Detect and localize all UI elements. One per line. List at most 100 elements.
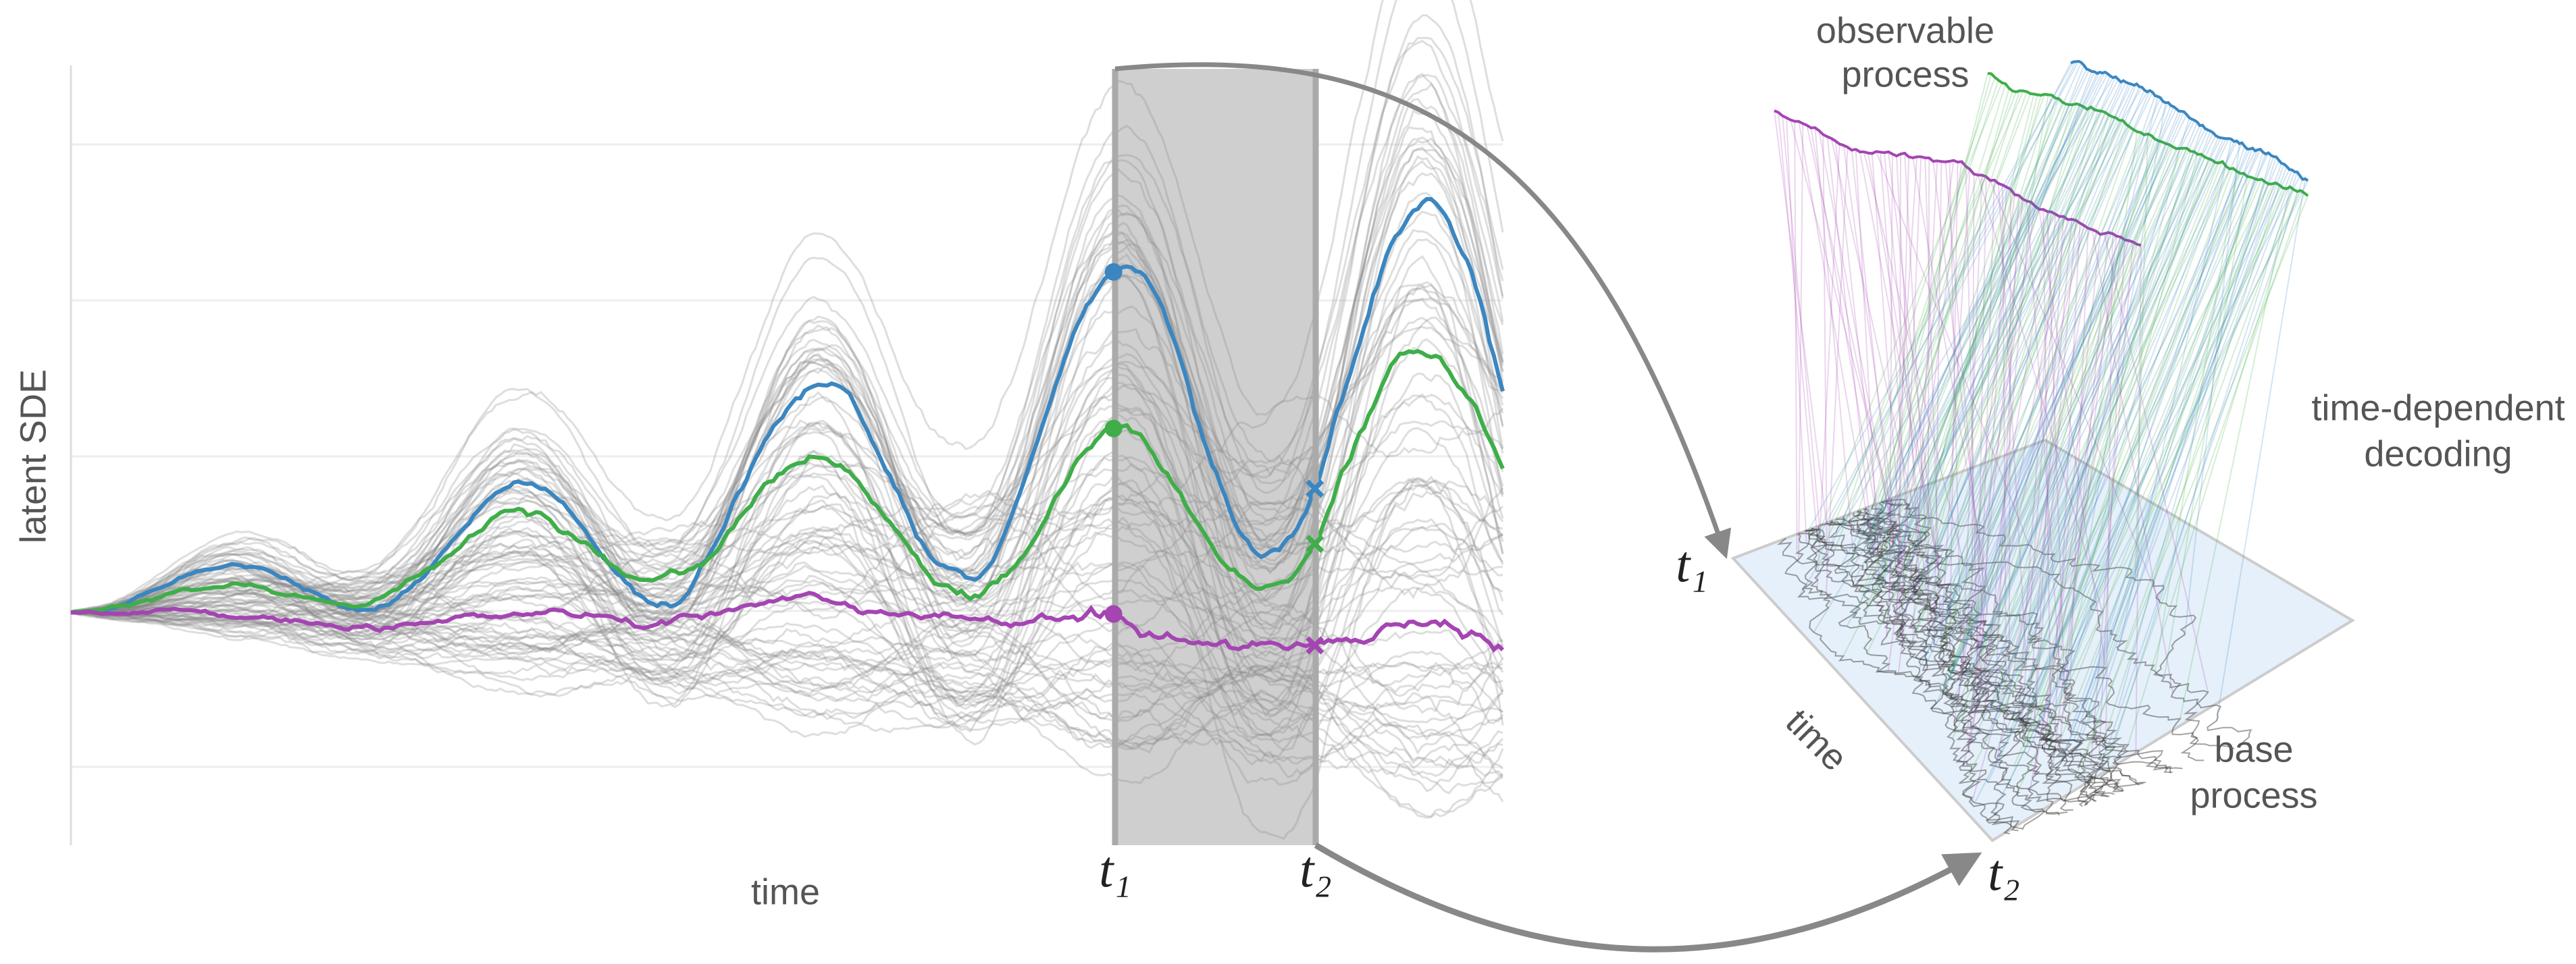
- thread: [1964, 111, 2180, 630]
- thread: [1870, 83, 2007, 526]
- thread: [1911, 161, 1938, 646]
- base-path: [1776, 537, 2115, 795]
- thread: [1986, 122, 2198, 650]
- sample-path: [70, 136, 1504, 614]
- thread: [1813, 82, 2003, 544]
- base-path: [1811, 528, 2146, 784]
- thread: [1931, 97, 2057, 556]
- thread: [1794, 121, 1798, 554]
- sample-path: [70, 480, 1504, 620]
- thread: [1878, 82, 2127, 586]
- arrow-top: [1114, 62, 1732, 559]
- thread: [1926, 119, 2193, 663]
- base-path: [1809, 526, 2047, 830]
- sample-path: [70, 395, 1504, 614]
- thread: [1859, 151, 1938, 564]
- base-path: [1876, 502, 2124, 792]
- thread: [1841, 77, 1996, 524]
- thread: [1806, 61, 2074, 534]
- thread: [1883, 109, 2095, 619]
- thread: [1813, 86, 2143, 633]
- thread: [1940, 102, 2169, 623]
- sample-path: [70, 0, 1504, 614]
- sample-path: [70, 474, 1504, 840]
- thread: [1877, 81, 2121, 577]
- thread: [1877, 84, 2132, 593]
- thread: [1924, 157, 1941, 623]
- thread: [2026, 160, 2280, 755]
- thread: [1798, 121, 1870, 529]
- thread: [1786, 117, 1807, 543]
- thread: [1947, 116, 2113, 614]
- base-plane: [1730, 438, 2355, 842]
- thread: [1798, 77, 2114, 597]
- thread: [1940, 105, 2081, 581]
- thread: [1924, 114, 2188, 658]
- sample-path: [70, 394, 1504, 623]
- thread: [1998, 151, 2195, 683]
- thread: [1951, 141, 2163, 666]
- thread: [2105, 192, 2305, 763]
- thread: [1995, 180, 2309, 808]
- thread: [2046, 180, 2259, 735]
- thread: [1924, 95, 2038, 540]
- sample-path: [70, 192, 1504, 712]
- thread: [1918, 104, 2074, 581]
- thread: [1810, 128, 1881, 538]
- thread: [1962, 225, 2085, 766]
- thread: [2134, 134, 2148, 581]
- thread: [1889, 88, 2010, 521]
- thread: [1861, 101, 2063, 592]
- thread: [1863, 151, 1963, 558]
- thread: [1880, 94, 2046, 566]
- thread: [1843, 145, 1902, 562]
- base-path: [1797, 533, 2020, 832]
- thread: [1863, 72, 2101, 551]
- thread: [2061, 169, 2293, 761]
- thread: [2036, 151, 2192, 666]
- thread: [2063, 146, 2246, 691]
- thread: [1997, 159, 2213, 703]
- thread: [1921, 71, 2093, 519]
- base-path: [1805, 528, 2060, 816]
- sample-path: [70, 475, 1504, 716]
- sample-path: [70, 516, 1503, 645]
- thread: [1901, 92, 2153, 615]
- sample-path: [70, 611, 1503, 770]
- sample-path: [70, 611, 1504, 803]
- base-path: [1856, 510, 2030, 830]
- observable-label: observable: [1816, 10, 1994, 51]
- highlight-path: [71, 196, 1505, 614]
- sample-path: [70, 518, 1504, 752]
- thread: [2082, 152, 2264, 708]
- sample-path: [70, 319, 1504, 718]
- sample-path: [70, 598, 1504, 770]
- thread: [2184, 143, 2240, 635]
- thread: [1971, 173, 1975, 658]
- thread: [1843, 117, 2117, 657]
- thread: [1939, 132, 2142, 649]
- thread: [2003, 138, 2156, 637]
- thread: [1904, 153, 1931, 608]
- thread: [2033, 220, 2077, 730]
- thread: [2098, 240, 2126, 753]
- thread: [1866, 120, 2124, 654]
- thread: [2076, 163, 2285, 743]
- thread: [1951, 111, 2185, 644]
- thread: [1853, 107, 2085, 618]
- arrow-bottom: [1314, 842, 1982, 953]
- observable-path: [1987, 72, 2309, 197]
- thread: [1994, 195, 2019, 691]
- base-path: [1828, 519, 2110, 797]
- thread: [1855, 149, 1880, 579]
- sample-path: [70, 72, 1504, 633]
- sample-path: [70, 612, 1503, 819]
- thread: [1896, 103, 2067, 583]
- thread: [1915, 119, 2120, 633]
- marker-t1: [1104, 263, 1123, 281]
- thread: [2007, 143, 2167, 648]
- thread: [1782, 115, 1821, 532]
- sample-path: [70, 606, 1503, 676]
- base-path: [1826, 522, 2087, 805]
- thread: [1966, 132, 2214, 680]
